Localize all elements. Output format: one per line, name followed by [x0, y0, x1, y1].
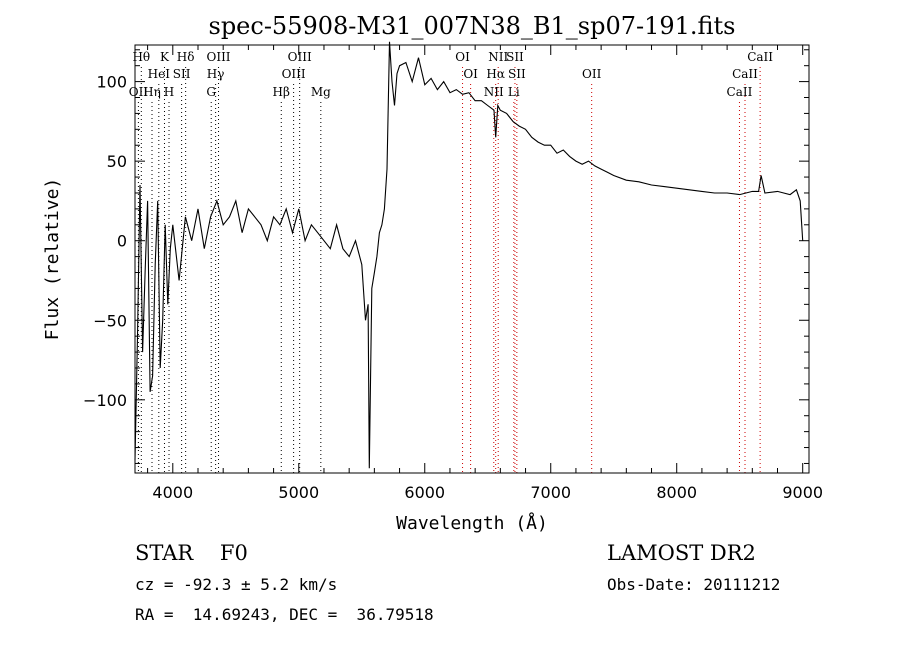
object-class: STAR F0: [135, 541, 248, 565]
x-axis-label: Wavelength (Å): [396, 512, 548, 534]
y-tick-label: −100: [83, 391, 127, 410]
line-label-nii: NII: [488, 50, 508, 64]
x-tick-label: 7000: [530, 483, 571, 502]
line-label-caii: CaII: [727, 85, 753, 99]
x-tick-label: 4000: [152, 483, 193, 502]
x-tick-label: 5000: [278, 483, 319, 502]
spectral-line-labels: OII Hθ Hη K HeI H SII Hδ OIII Hγ G Hβ OIII OIII Mg OI OI…: [129, 50, 774, 99]
line-label-k: K: [160, 50, 170, 64]
redshift-velocity: cz = -92.3 ± 5.2 km/s: [135, 575, 338, 594]
sky-coordinates: RA = 14.69243, DEC = 36.79518: [135, 605, 434, 624]
line-label-oiii: OIII: [288, 50, 312, 64]
line-label-oii: OII: [129, 85, 149, 99]
x-tick-label: 6000: [404, 483, 445, 502]
survey-name: LAMOST DR2: [607, 541, 756, 565]
chart-title: spec-55908-M31_007N38_B1_sp07-191.fits: [209, 12, 736, 40]
line-label-oiii: OIII: [206, 50, 230, 64]
observation-date: Obs-Date: 20111212: [607, 575, 781, 594]
line-label-hη: Hη: [143, 85, 161, 99]
line-label-hθ: Hθ: [132, 50, 150, 64]
line-label-oi: OI: [463, 67, 478, 81]
line-label-h: H: [164, 85, 174, 99]
line-label-oii: OII: [582, 67, 602, 81]
line-label-hei: HeI: [148, 67, 171, 81]
line-label-oi: OI: [455, 50, 470, 64]
line-label-hα: Hα: [486, 67, 505, 81]
y-tick-label: 100: [96, 73, 127, 92]
axis-ticks: 4000 5000 6000 7000 8000 9000 −100 −50 0 50 100: [83, 45, 823, 502]
line-label-caii: CaII: [732, 67, 758, 81]
y-tick-label: 0: [117, 232, 127, 251]
y-tick-label: 50: [107, 152, 127, 171]
line-label-hβ: Hβ: [273, 85, 290, 99]
line-label-hγ: Hγ: [207, 67, 225, 81]
line-label-mg: Mg: [311, 85, 331, 99]
y-tick-label: −50: [93, 311, 127, 330]
line-label-sii: SII: [506, 50, 524, 64]
line-label-nii: NII: [484, 85, 504, 99]
line-label-li: Li: [508, 85, 520, 99]
line-label-oiii: OIII: [282, 67, 306, 81]
line-label-caii: CaII: [747, 50, 773, 64]
x-tick-label: 9000: [782, 483, 823, 502]
spectrum-line: [134, 41, 804, 469]
x-tick-label: 8000: [656, 483, 697, 502]
plot-frame: [134, 44, 810, 474]
line-label-sii: SII: [508, 67, 526, 81]
line-label-sii: SII: [173, 67, 191, 81]
line-label-hδ: Hδ: [177, 50, 195, 64]
line-label-g: G: [206, 85, 216, 99]
spectral-line-markers: [137, 67, 761, 473]
y-axis-label: Flux (relative): [42, 178, 63, 341]
